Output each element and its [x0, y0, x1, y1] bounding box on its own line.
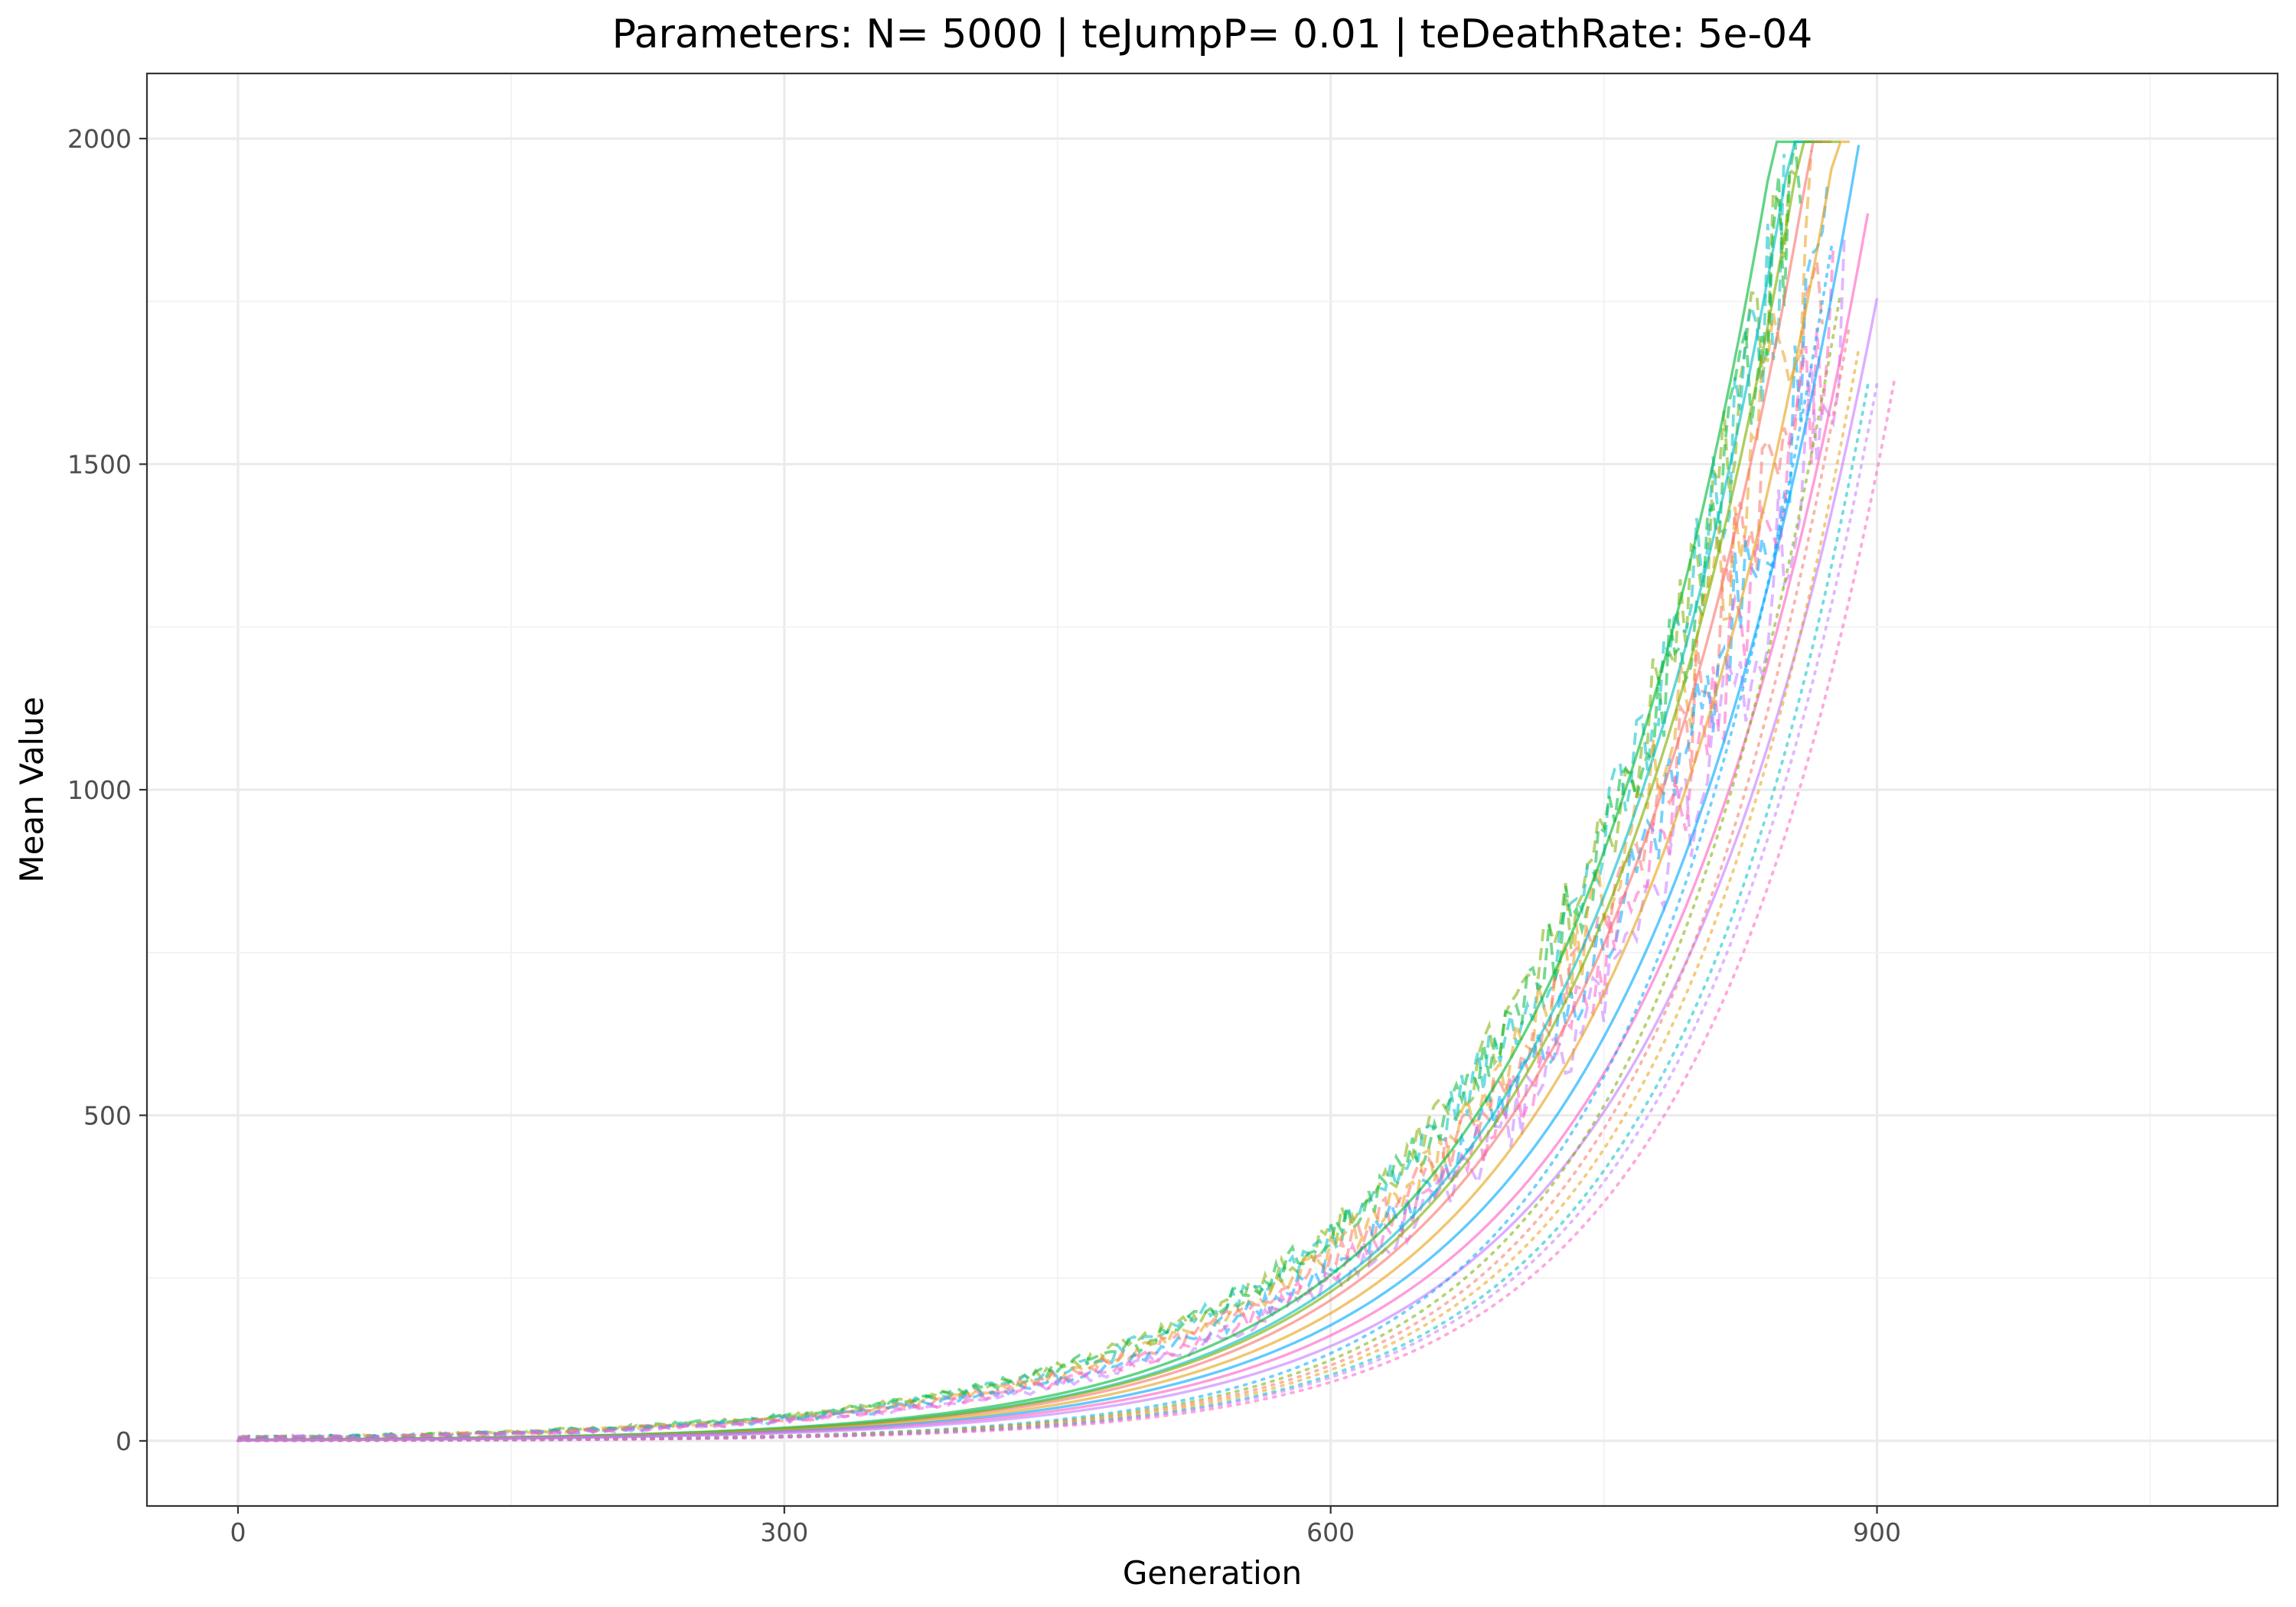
solid-series-line [237, 213, 1870, 1442]
y-tick-label: 1500 [67, 450, 132, 480]
dashed-series-line [237, 246, 1835, 1442]
chart-title: Parameters: N= 5000 | teJumpP= 0.01 | te… [612, 11, 1813, 57]
y-tick-label: 2000 [67, 124, 132, 154]
x-tick-label: 300 [760, 1517, 808, 1547]
dotted-series-line [236, 322, 1851, 1442]
dotted-series-line [236, 383, 1870, 1442]
dotted-series-line [236, 374, 1897, 1442]
x-axis-ticks: 0 300 600 900 [230, 1506, 1901, 1547]
dashed-series-line [237, 261, 1824, 1441]
dashed-series-line [237, 166, 1796, 1440]
y-tick-label: 500 [83, 1100, 132, 1130]
x-tick-label: 600 [1306, 1517, 1355, 1547]
x-tick-label: 0 [230, 1517, 246, 1547]
solid-series-line [237, 145, 1861, 1442]
x-tick-label: 900 [1853, 1517, 1901, 1547]
grid-lines [147, 73, 2278, 1506]
dotted-series-line [236, 347, 1861, 1442]
dashed-series-line [237, 181, 1830, 1442]
dotted-series-line [236, 245, 1833, 1442]
series-lines [236, 140, 1897, 1442]
y-tick-label: 1000 [67, 775, 132, 805]
y-axis-title: Mean Value [13, 696, 51, 882]
y-tick-label: 0 [116, 1426, 132, 1456]
dashed-series-line [237, 154, 1786, 1442]
y-axis-ticks: 0 500 1000 1500 2000 [67, 124, 147, 1456]
x-axis-title: Generation [1123, 1554, 1302, 1592]
solid-series-line [237, 298, 1879, 1442]
dashed-series-line [237, 150, 1813, 1442]
